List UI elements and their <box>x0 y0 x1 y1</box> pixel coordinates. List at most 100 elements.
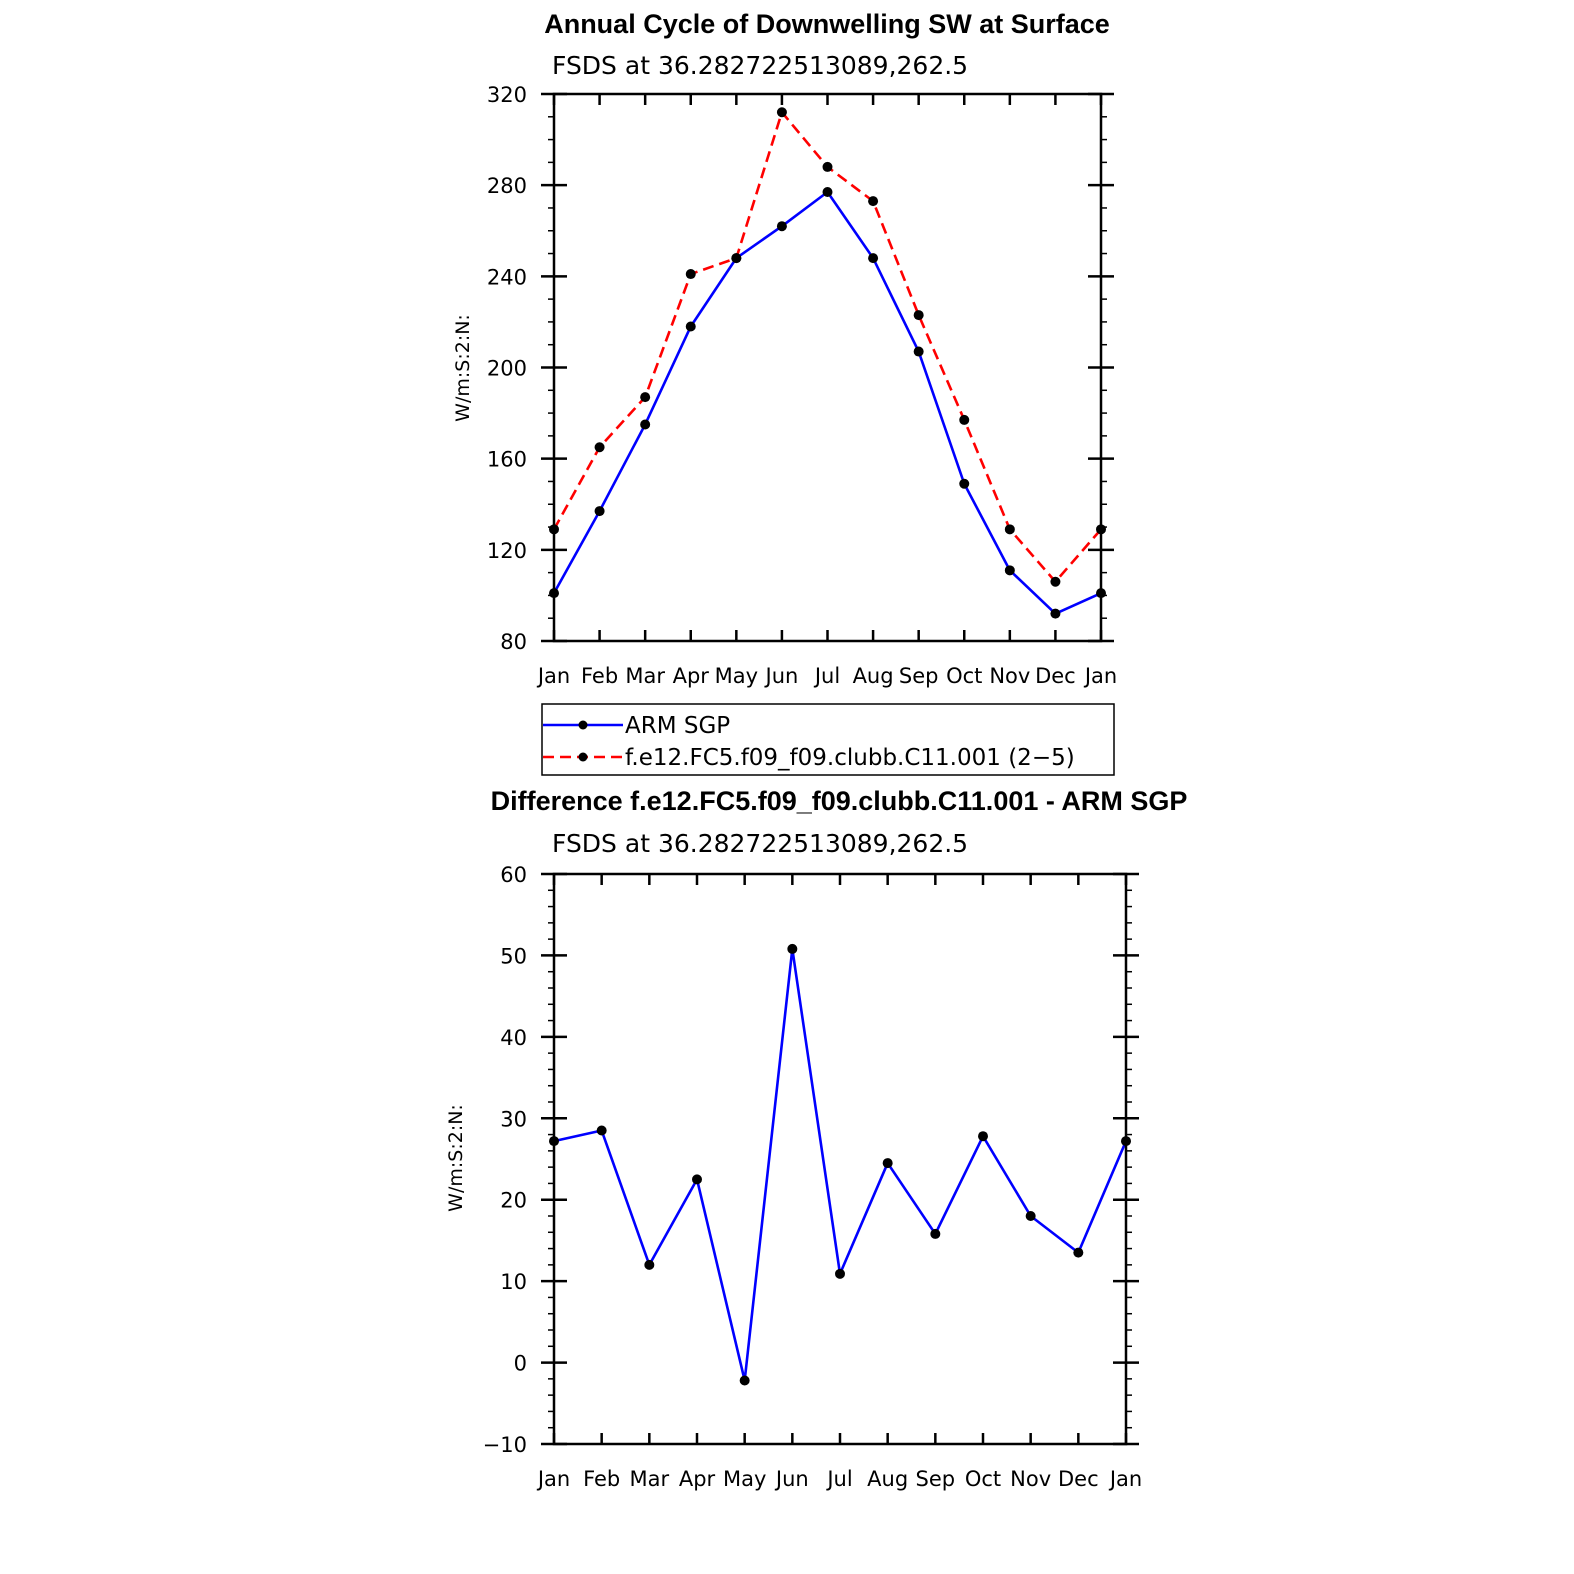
data-point-difference-aug <box>882 1158 893 1169</box>
data-point-arm-sgp-oct <box>959 478 970 489</box>
x-tick-label: May <box>723 1467 766 1491</box>
y-tick-label: 240 <box>487 265 527 289</box>
data-point-f-e12-fc5-f09-f09-clubb-c11-001-2-5-nov <box>1004 524 1015 535</box>
y-tick-label: 120 <box>487 539 527 563</box>
plot-frame <box>552 92 1103 643</box>
legend-marker-model <box>578 752 588 762</box>
y-tick-label: 30 <box>500 1107 527 1131</box>
x-tick-label: Jan <box>1083 664 1117 688</box>
y-tick-label: 40 <box>500 1026 527 1050</box>
chart-subtitle: FSDS at 36.282722513089,262.5 <box>552 829 968 858</box>
data-point-f-e12-fc5-f09-f09-clubb-c11-001-2-5-may <box>731 253 742 264</box>
y-tick-label: 280 <box>487 174 527 198</box>
series-points <box>549 107 1106 619</box>
x-tick-label: Jan <box>1108 1467 1142 1491</box>
data-point-f-e12-fc5-f09-f09-clubb-c11-001-2-5-oct <box>959 414 970 425</box>
data-point-difference-mar <box>644 1259 655 1270</box>
axes-ticks <box>541 92 1114 643</box>
data-point-arm-sgp-aug <box>868 253 879 264</box>
x-tick-label: Feb <box>581 664 618 688</box>
series-line-difference <box>553 947 1128 1382</box>
annual-cycle-chart: Annual Cycle of Downwelling SW at Surfac… <box>452 9 1117 688</box>
x-tick-label: Aug <box>867 1467 908 1491</box>
y-tick-label: 10 <box>500 1270 527 1294</box>
x-tick-label: Mar <box>625 664 665 688</box>
y-tick-label: 0 <box>514 1352 527 1376</box>
data-point-f-e12-fc5-f09-f09-clubb-c11-001-2-5-sep <box>913 310 924 321</box>
data-point-arm-sgp-mar <box>640 419 651 430</box>
data-point-difference-jun <box>787 943 798 954</box>
axes-ticks <box>541 872 1139 1446</box>
data-point-difference-nov <box>1025 1211 1036 1221</box>
y-axis-label: W/m:S:2:N: <box>445 1104 467 1212</box>
data-point-difference-may <box>739 1375 750 1386</box>
series-points <box>549 943 1131 1386</box>
x-tick-label: Aug <box>853 664 894 688</box>
tick-labels: Jan Feb Mar Apr May Jun Jul Aug Sep Oct Nov Dec Jan−… <box>483 863 1143 1491</box>
x-tick-label: Jan <box>536 1467 570 1491</box>
data-point-f-e12-fc5-f09-f09-clubb-c11-001-2-5-dec <box>1050 576 1061 587</box>
chart-title: Annual Cycle of Downwelling SW at Surfac… <box>544 9 1110 39</box>
x-tick-label: Jun <box>774 1467 809 1491</box>
data-point-f-e12-fc5-f09-f09-clubb-c11-001-2-5-apr <box>685 269 696 280</box>
legend-label-arm-sgp: ARM SGP <box>625 713 730 739</box>
data-point-arm-sgp-nov <box>1004 565 1015 576</box>
y-tick-label: 200 <box>487 357 527 381</box>
x-tick-label: Sep <box>916 1467 956 1491</box>
data-point-f-e12-fc5-f09-f09-clubb-c11-001-2-5-mar <box>640 392 651 403</box>
x-tick-label: Jun <box>764 664 799 688</box>
x-tick-label: Jul <box>813 664 840 688</box>
series-line-arm-sgp <box>552 190 1102 615</box>
chart-subtitle: FSDS at 36.282722513089,262.5 <box>552 51 968 80</box>
x-tick-label: May <box>715 664 758 688</box>
y-tick-label: 50 <box>500 944 527 968</box>
y-tick-label: 160 <box>487 448 527 472</box>
data-point-f-e12-fc5-f09-f09-clubb-c11-001-2-5-jun <box>776 107 787 118</box>
x-tick-label: Dec <box>1058 1467 1099 1491</box>
x-tick-label: Feb <box>583 1467 620 1491</box>
data-point-difference-dec <box>1073 1247 1084 1258</box>
y-tick-label: 320 <box>487 83 527 107</box>
x-tick-label: Mar <box>630 1467 670 1491</box>
data-point-difference-feb <box>596 1125 607 1136</box>
data-point-arm-sgp-sep <box>913 346 924 357</box>
data-point-f-e12-fc5-f09-f09-clubb-c11-001-2-5-aug <box>868 196 879 207</box>
data-point-arm-sgp-feb <box>594 506 605 517</box>
difference-chart: Difference f.e12.FC5.f09_f09.clubb.C11.0… <box>445 786 1187 1491</box>
y-tick-label: 60 <box>500 863 527 887</box>
chart-title: Difference f.e12.FC5.f09_f09.clubb.C11.0… <box>491 786 1188 816</box>
series-line-f-e12-fc5-f09-f09-clubb-c11-001-2-5 <box>552 110 1102 584</box>
data-point-difference-jul <box>835 1268 845 1279</box>
x-tick-label: Apr <box>679 1467 716 1491</box>
data-point-arm-sgp-apr <box>685 321 696 332</box>
data-point-difference-sep <box>930 1228 941 1239</box>
x-tick-label: Jul <box>825 1467 852 1491</box>
data-point-difference-oct <box>978 1131 988 1142</box>
x-tick-label: Sep <box>899 664 939 688</box>
x-tick-label: Oct <box>946 664 982 688</box>
data-point-arm-sgp-dec <box>1050 608 1061 619</box>
data-point-difference-apr <box>692 1174 702 1185</box>
x-tick-label: Jan <box>536 664 570 688</box>
series-lines <box>553 947 1128 1382</box>
y-tick-label: 80 <box>500 630 527 654</box>
legend-box <box>541 703 1115 776</box>
legend: ARM SGP f.e12.FC5.f09_f09.clubb.C11.001 … <box>541 703 1115 776</box>
data-point-arm-sgp-jun <box>776 221 787 232</box>
data-point-f-e12-fc5-f09-f09-clubb-c11-001-2-5-jul <box>822 161 833 172</box>
legend-marker-arm-sgp <box>578 720 588 730</box>
data-point-arm-sgp-jul <box>822 187 833 198</box>
x-tick-label: Apr <box>673 664 710 688</box>
tick-labels: Jan Feb Mar Apr May Jun Jul Aug Sep Oct Nov Dec Jan 8… <box>487 83 1117 688</box>
data-point-f-e12-fc5-f09-f09-clubb-c11-001-2-5-feb <box>594 442 605 453</box>
legend-label-model: f.e12.FC5.f09_f09.clubb.C11.001 (2−5) <box>625 745 1075 771</box>
x-tick-label: Nov <box>1010 1467 1051 1491</box>
y-tick-label: −10 <box>483 1433 527 1457</box>
y-axis-label: W/m:S:2:N: <box>452 314 474 422</box>
x-tick-label: Dec <box>1035 664 1076 688</box>
plot-frame <box>552 872 1128 1446</box>
x-tick-label: Oct <box>965 1467 1001 1491</box>
x-tick-label: Nov <box>989 664 1030 688</box>
y-tick-label: 20 <box>500 1189 527 1213</box>
